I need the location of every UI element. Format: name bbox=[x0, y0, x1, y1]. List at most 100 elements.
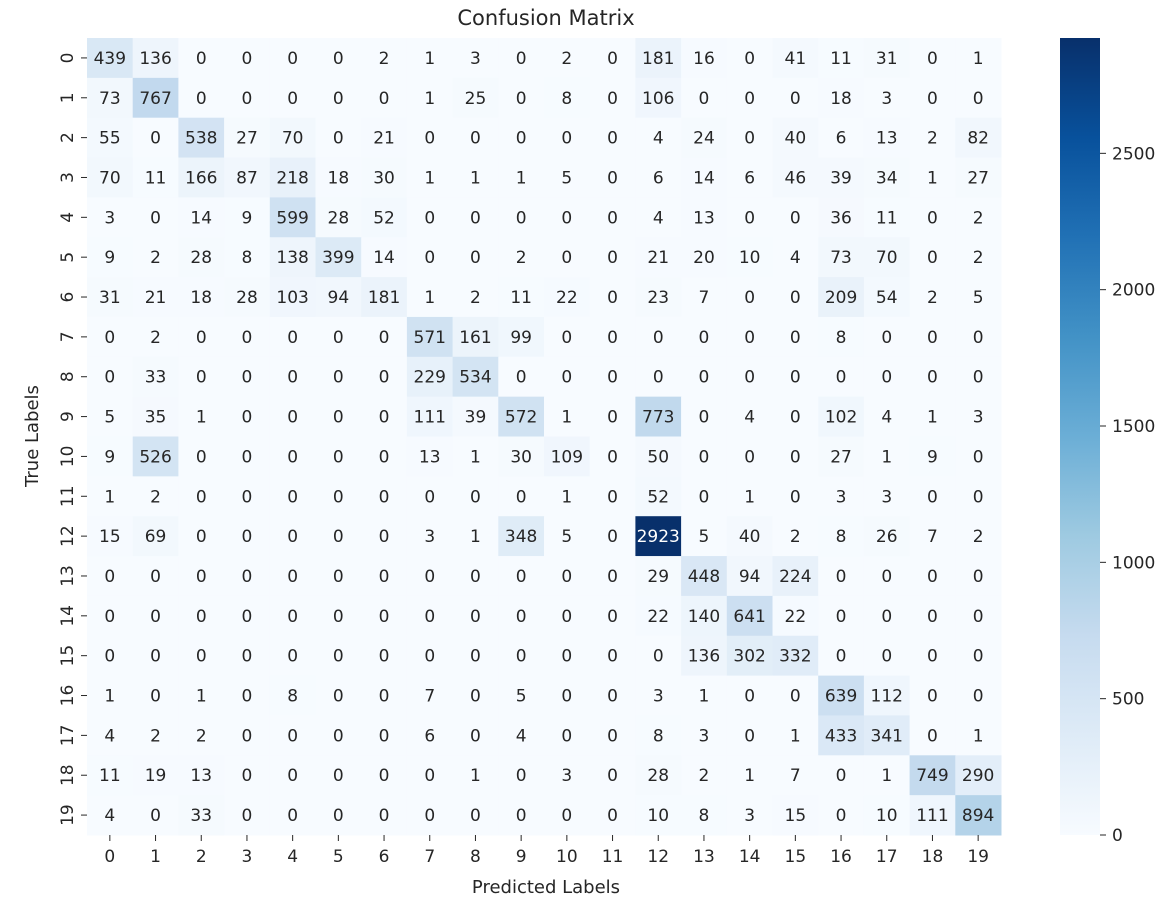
heatmap-cell bbox=[132, 476, 179, 517]
heatmap-cell bbox=[87, 197, 134, 238]
heatmap-cell bbox=[361, 316, 408, 358]
cell-value-label: 0 bbox=[973, 487, 984, 507]
heatmap-cell bbox=[544, 396, 591, 437]
heatmap-cell bbox=[863, 197, 911, 238]
heatmap-cell bbox=[132, 715, 179, 756]
y-tick-label: 17 bbox=[58, 725, 78, 747]
cell-value-label: 28 bbox=[647, 766, 669, 786]
heatmap-cell bbox=[87, 595, 134, 637]
cell-value-label: 0 bbox=[836, 647, 847, 667]
cell-value-label: 0 bbox=[287, 726, 298, 746]
heatmap-cell bbox=[498, 356, 545, 398]
heatmap-cell bbox=[772, 595, 819, 637]
cell-value-label: 641 bbox=[733, 607, 765, 627]
colorbar bbox=[1060, 38, 1100, 835]
cell-value-label: 0 bbox=[881, 368, 892, 388]
heatmap-cell bbox=[681, 197, 728, 238]
y-tick-label: 7 bbox=[58, 331, 78, 342]
heatmap-cell bbox=[818, 117, 865, 159]
heatmap-cell bbox=[772, 715, 819, 756]
heatmap-cell bbox=[361, 356, 408, 398]
cell-value-label: 70 bbox=[99, 168, 121, 188]
heatmap-cell bbox=[269, 316, 316, 358]
heatmap-cell bbox=[315, 38, 362, 79]
cell-value-label: 0 bbox=[196, 487, 207, 507]
cell-value-label: 5 bbox=[104, 408, 115, 428]
cell-value-label: 0 bbox=[561, 129, 572, 149]
heatmap-cell bbox=[589, 595, 636, 637]
cell-value-label: 27 bbox=[830, 447, 852, 467]
heatmap-cell bbox=[589, 316, 636, 358]
cell-value-label: 6 bbox=[744, 168, 755, 188]
cell-value-label: 0 bbox=[973, 607, 984, 627]
heatmap-cell bbox=[269, 396, 316, 437]
heatmap-cell bbox=[406, 635, 454, 677]
cell-value-label: 13 bbox=[876, 129, 898, 149]
heatmap-cell bbox=[818, 635, 865, 677]
heatmap-cell bbox=[178, 715, 225, 756]
cell-value-label: 4 bbox=[104, 726, 115, 746]
heatmap-cell bbox=[452, 556, 499, 597]
heatmap-cell bbox=[863, 277, 911, 318]
heatmap-cell bbox=[589, 396, 636, 437]
cell-value-label: 0 bbox=[881, 328, 892, 348]
heatmap-cell bbox=[635, 277, 682, 318]
cell-value-label: 0 bbox=[379, 447, 390, 467]
heatmap-cell bbox=[132, 157, 179, 198]
heatmap-cell bbox=[87, 755, 134, 796]
heatmap-cell bbox=[87, 556, 134, 597]
heatmap-cell bbox=[726, 38, 773, 79]
cell-value-label: 69 bbox=[145, 527, 167, 547]
heatmap-cell bbox=[818, 316, 865, 358]
heatmap-cell bbox=[909, 595, 956, 637]
cell-value-label: 0 bbox=[927, 368, 938, 388]
cell-value-label: 6 bbox=[836, 129, 847, 149]
heatmap-cell bbox=[178, 595, 225, 637]
cell-value-label: 31 bbox=[99, 288, 121, 308]
heatmap-cell bbox=[132, 237, 179, 278]
cell-value-label: 0 bbox=[150, 129, 161, 149]
heatmap-cell bbox=[361, 117, 408, 159]
cell-value-label: 9 bbox=[104, 248, 115, 268]
cell-value-label: 28 bbox=[190, 248, 212, 268]
cell-value-label: 2 bbox=[973, 527, 984, 547]
cell-value-label: 1 bbox=[927, 168, 938, 188]
cell-value-label: 10 bbox=[876, 806, 898, 826]
colorbar-tick-label: 2000 bbox=[1112, 281, 1155, 301]
y-tick-label: 18 bbox=[58, 764, 78, 786]
cell-value-label: 0 bbox=[333, 487, 344, 507]
cell-value-label: 0 bbox=[242, 447, 253, 467]
x-tick-label: 19 bbox=[967, 847, 989, 867]
heatmap-cell bbox=[955, 237, 1002, 278]
cell-value-label: 1 bbox=[744, 766, 755, 786]
cell-value-label: 0 bbox=[333, 368, 344, 388]
heatmap-cell bbox=[452, 396, 499, 437]
y-tick-label: 15 bbox=[58, 645, 78, 667]
heatmap-cell bbox=[909, 396, 956, 437]
cell-value-label: 0 bbox=[973, 368, 984, 388]
cell-value-label: 13 bbox=[190, 766, 212, 786]
cell-value-label: 27 bbox=[236, 129, 258, 149]
heatmap-cell bbox=[132, 795, 179, 836]
heatmap-cell bbox=[589, 516, 636, 557]
cell-value-label: 0 bbox=[927, 607, 938, 627]
cell-value-label: 0 bbox=[744, 129, 755, 149]
cell-value-label: 0 bbox=[744, 89, 755, 109]
heatmap-cell bbox=[498, 755, 545, 796]
heatmap-cell bbox=[772, 237, 819, 278]
heatmap-cell bbox=[406, 197, 454, 238]
heatmap-cell bbox=[269, 516, 316, 557]
heatmap-cell bbox=[772, 675, 819, 716]
cell-value-label: 0 bbox=[561, 368, 572, 388]
cell-value-label: 4 bbox=[516, 726, 527, 746]
heatmap-cell bbox=[589, 77, 636, 119]
heatmap-cell bbox=[269, 556, 316, 597]
cell-value-label: 0 bbox=[470, 487, 481, 507]
cell-value-label: 13 bbox=[419, 447, 441, 467]
cell-value-label: 2 bbox=[516, 248, 527, 268]
cell-value-label: 2 bbox=[379, 49, 390, 69]
cell-value-label: 0 bbox=[927, 89, 938, 109]
cell-value-label: 11 bbox=[99, 766, 121, 786]
cell-value-label: 0 bbox=[927, 687, 938, 707]
heatmap-cell bbox=[909, 356, 956, 398]
